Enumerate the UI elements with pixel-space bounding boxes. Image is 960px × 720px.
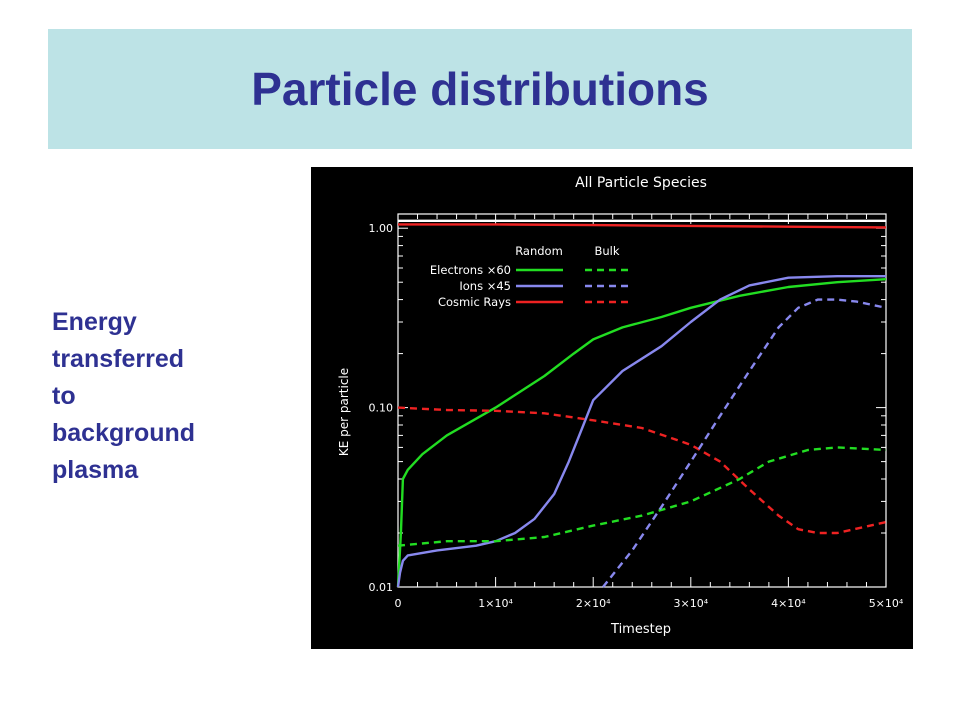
- x-tick-label: 2×10⁴: [576, 597, 611, 610]
- series-layer: [396, 219, 887, 588]
- series-line-electrons-random: [396, 278, 887, 588]
- legend: Random Bulk Electrons ×60 Ions ×45 Cosmic Ra…: [430, 244, 631, 309]
- x-tick-label: 3×10⁴: [673, 597, 708, 610]
- caption-line: plasma: [52, 456, 139, 484]
- caption-line: background: [52, 419, 196, 447]
- x-tick-label: 1×10⁴: [478, 597, 513, 610]
- plot-frame: [397, 213, 887, 588]
- y-axis-label: KE per particle: [337, 368, 351, 456]
- caption-line: transferred: [52, 345, 184, 373]
- series-line-ions-random: [396, 274, 886, 588]
- legend-column-header: Random: [515, 244, 563, 258]
- x-tick-label: 0: [395, 597, 402, 610]
- plot-panel: All Particle Species Timestep KE per par…: [311, 167, 913, 649]
- particle-energy-chart: All Particle Species Timestep KE per par…: [311, 167, 913, 649]
- series-line-cosmic-rays-bulk: [397, 406, 887, 535]
- legend-column-header: Bulk: [594, 244, 619, 258]
- y-tick-label: 0.10: [369, 402, 394, 415]
- axes: 0 1×10⁴ 2×10⁴ 3×10⁴ 4×10⁴ 5×10⁴ 0.01 0.10 1.00: [369, 213, 904, 610]
- series-line-cosmic-rays-random: [398, 223, 887, 229]
- legend-label: Electrons ×60: [430, 263, 511, 277]
- x-tick-label: 5×10⁴: [869, 597, 904, 610]
- legend-label: Ions ×45: [459, 279, 511, 293]
- slide-caption: Energy transferred to background plasma: [52, 304, 292, 489]
- series-line-electrons-bulk: [397, 446, 887, 547]
- chart-title: All Particle Species: [575, 175, 707, 191]
- series-line-ions-bulk: [602, 298, 887, 588]
- x-tick-label: 4×10⁴: [771, 597, 806, 610]
- y-tick-label: 0.01: [369, 581, 394, 594]
- title-band: Particle distributions: [48, 29, 912, 149]
- x-axis-label: Timestep: [610, 622, 671, 637]
- slide-title: Particle distributions: [251, 63, 709, 115]
- y-tick-label: 1.00: [369, 222, 394, 235]
- caption-line: to: [52, 382, 76, 410]
- legend-label: Cosmic Rays: [438, 295, 511, 309]
- caption-line: Energy: [52, 308, 137, 336]
